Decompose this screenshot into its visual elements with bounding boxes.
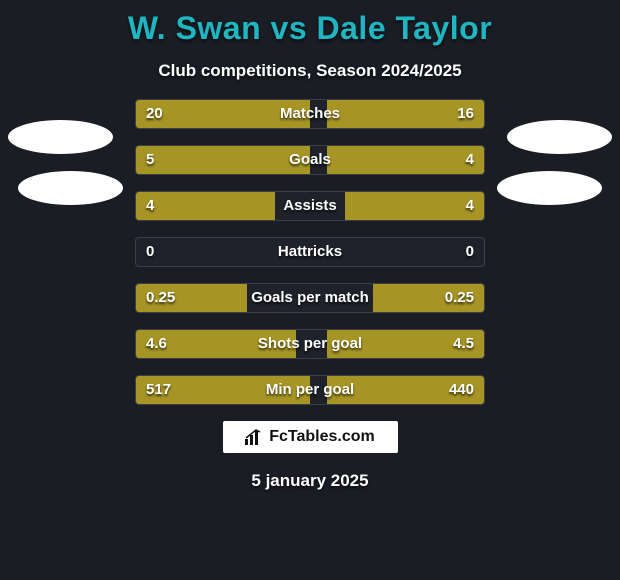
stat-row: 00Hattricks [135, 237, 485, 267]
player-right-placeholder-2 [497, 171, 602, 205]
stat-label: Hattricks [136, 238, 484, 267]
stat-label: Goals per match [136, 284, 484, 313]
subtitle: Club competitions, Season 2024/2025 [0, 61, 620, 81]
stat-row: 517440Min per goal [135, 375, 485, 405]
stat-row: 0.250.25Goals per match [135, 283, 485, 313]
stat-label: Matches [136, 100, 484, 129]
stat-row: 54Goals [135, 145, 485, 175]
player-right-placeholder-1 [507, 120, 612, 154]
player-left-placeholder-2 [18, 171, 123, 205]
comparison-chart: 2016Matches 54Goals 44Assists 00Hattricks 0.… [135, 99, 485, 405]
player-left-placeholder-1 [8, 120, 113, 154]
stat-label: Shots per goal [136, 330, 484, 359]
stat-row: 44Assists [135, 191, 485, 221]
bar-chart-icon [245, 429, 263, 445]
page-title: W. Swan vs Dale Taylor [0, 0, 620, 47]
stat-label: Min per goal [136, 376, 484, 405]
stat-row: 4.64.5Shots per goal [135, 329, 485, 359]
stat-label: Assists [136, 192, 484, 221]
footer-date: 5 january 2025 [0, 471, 620, 491]
attribution-badge: FcTables.com [223, 421, 398, 453]
stat-label: Goals [136, 146, 484, 175]
attribution-text: FcTables.com [269, 428, 375, 446]
stat-row: 2016Matches [135, 99, 485, 129]
